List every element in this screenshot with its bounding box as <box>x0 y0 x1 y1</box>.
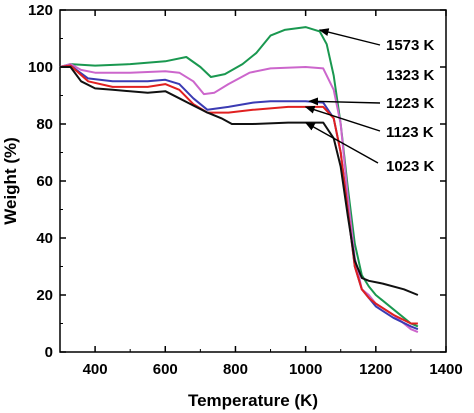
x-tick-label: 1200 <box>359 361 392 378</box>
y-tick-label: 40 <box>36 230 53 247</box>
annotation-arrow <box>318 28 381 46</box>
series-line-1573-k <box>59 26 419 328</box>
y-tick-label: 100 <box>28 59 53 76</box>
series-line-1123-k <box>59 64 418 325</box>
series-line-1023-k <box>60 66 419 296</box>
series-layer <box>59 26 419 334</box>
series-label-1223-k: 1223 K <box>386 95 435 112</box>
y-tick-label: 60 <box>36 173 53 190</box>
plot-frame <box>59 9 447 353</box>
annotation-arrow <box>304 121 379 164</box>
x-tick-label: 1000 <box>289 361 322 378</box>
series-label-1573-k: 1573 K <box>386 37 435 54</box>
y-tick-label: 0 <box>45 344 53 361</box>
series-label-1123-k: 1123 K <box>386 124 434 141</box>
series-line-1223-k <box>59 64 419 331</box>
annotation-arrow <box>304 105 381 132</box>
series-line-1323-k <box>59 63 419 334</box>
y-tick-label: 20 <box>36 287 53 304</box>
x-tick-label: 600 <box>153 361 178 378</box>
x-axis-title: Temperature (K) <box>188 391 318 410</box>
x-tick-label: 800 <box>223 361 248 378</box>
annotation-arrow <box>308 97 381 106</box>
annotation-layer: 1573 K 1323 K 1223 K 1123 K 1023 K <box>304 28 435 175</box>
axes: 400 600 800 1000 1200 1400 0 20 40 60 80 100 120 <box>28 2 463 378</box>
y-axis-title: Weight (%) <box>1 137 20 225</box>
x-tick-label: 400 <box>83 361 108 378</box>
x-tick-label: 1400 <box>429 361 462 378</box>
series-label-1323-k: 1323 K <box>386 67 435 84</box>
y-tick-label: 120 <box>28 2 53 19</box>
series-label-1023-k: 1023 K <box>386 158 435 175</box>
y-tick-label: 80 <box>36 116 53 133</box>
